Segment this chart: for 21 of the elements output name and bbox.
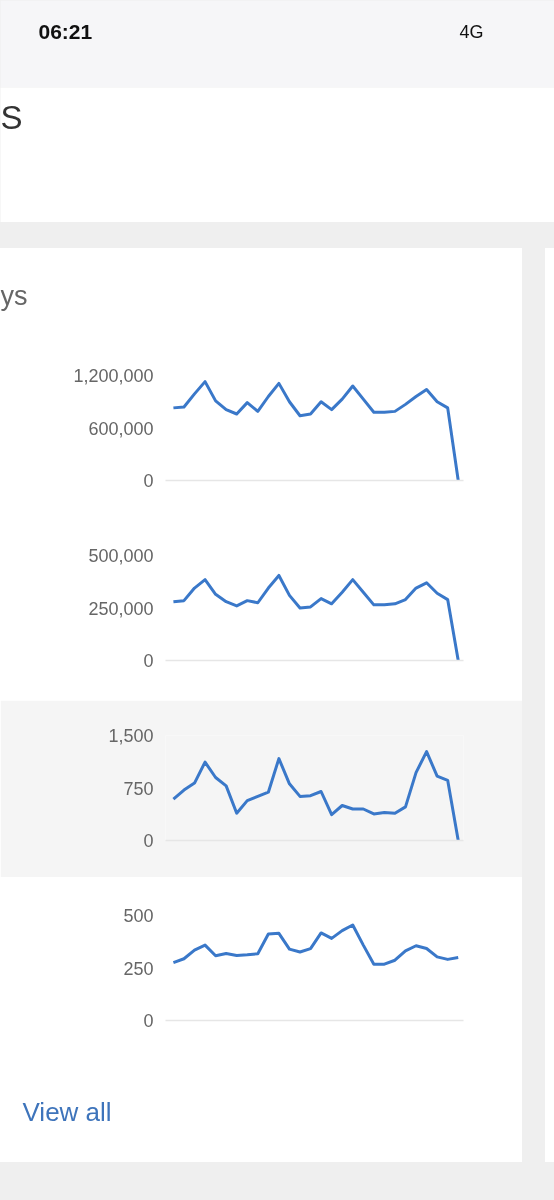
y-tick-label: 1,500 — [108, 726, 154, 746]
chart-title: ys — [0, 280, 28, 311]
y-tick-label: 750 — [123, 778, 154, 799]
line-series — [171, 380, 460, 481]
y-tick-label: 1,200,000 — [73, 366, 154, 386]
y-tick-label: 250,000 — [88, 598, 154, 619]
text: View all — [22, 1096, 112, 1127]
y-tick-label: 0 — [143, 831, 154, 851]
y-tick-label: 500,000 — [88, 546, 154, 566]
text: S — [0, 99, 23, 136]
y-tick-label: 600,000 — [88, 418, 154, 439]
line-series — [171, 923, 460, 966]
text: 06:21 — [38, 20, 93, 43]
y-tick-label: 0 — [143, 471, 154, 491]
y-tick-label: 250 — [123, 958, 154, 979]
line-series — [171, 573, 460, 661]
y-tick-label: 500 — [123, 906, 154, 926]
y-tick-label: 0 — [143, 1011, 154, 1031]
text: 4G — [459, 21, 484, 42]
y-tick-label: 0 — [143, 651, 154, 671]
line-series — [171, 750, 460, 841]
